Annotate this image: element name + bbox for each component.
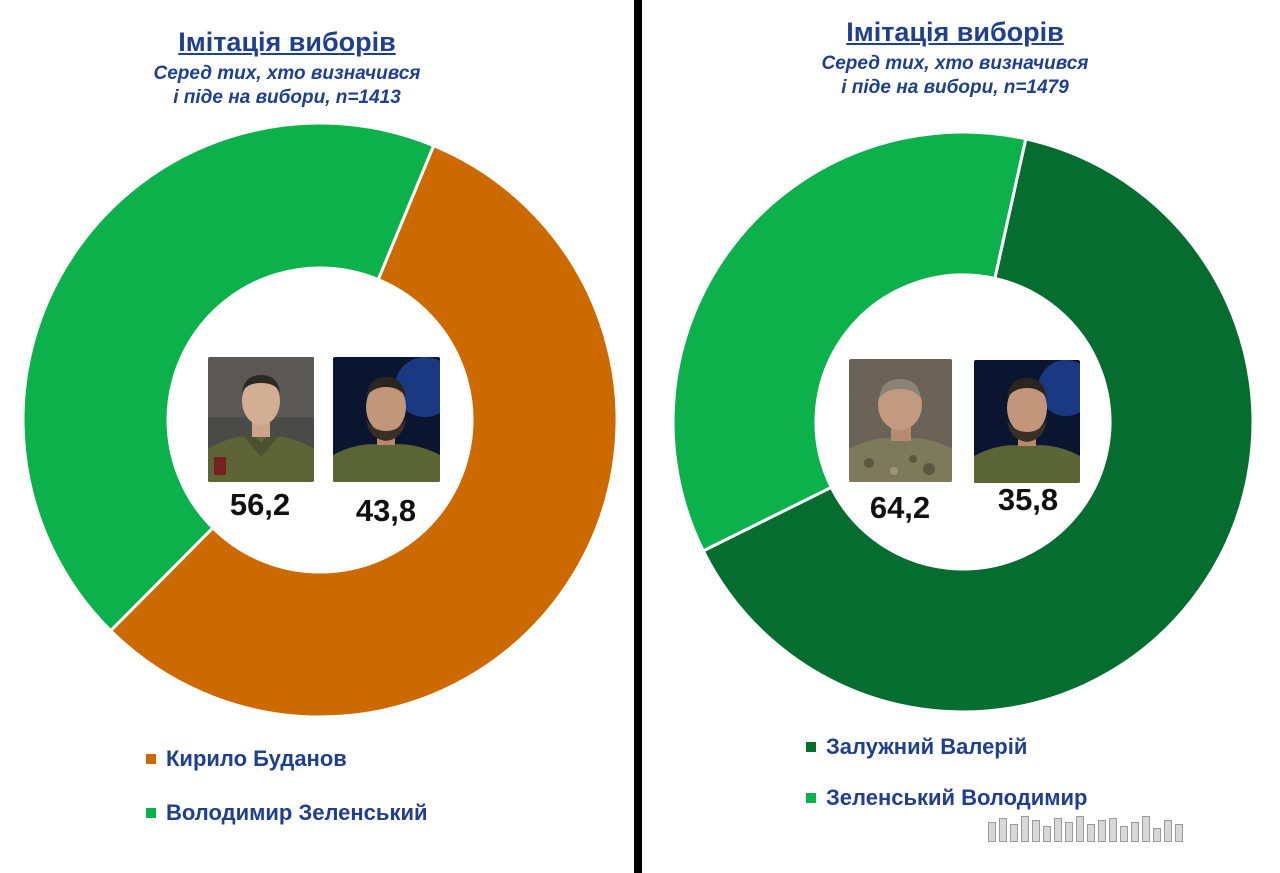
value-label-0: 64,2 — [869, 490, 931, 525]
legend-label: Залужний Валерій — [826, 734, 1028, 759]
legend-swatch — [146, 754, 156, 764]
value-label-0: 56,2 — [229, 487, 291, 522]
legend-item-0: Кирило Буданов — [146, 746, 347, 772]
panel-divider — [634, 0, 642, 873]
chart-panel-right: Імітація виборів Серед тих, хто визначив… — [642, 0, 1280, 873]
portrait-zaluzhnyi-photo — [849, 359, 952, 482]
chart-panel-left: Імітація виборів Серед тих, хто визначив… — [0, 0, 634, 873]
subtitle-line-2: і піде на вибори, n=1413 — [173, 87, 401, 108]
portrait-zelensky-photo — [974, 360, 1080, 483]
donut-slice-1 — [21, 121, 436, 633]
donut-slice-0 — [701, 137, 1255, 714]
portrait-zelensky-photo — [333, 357, 440, 482]
donut-chart — [21, 121, 619, 719]
chart-subtitle: Серед тих, хто визначився і піде на вибо… — [636, 52, 1274, 100]
chart-title: Імітація виборів — [178, 27, 396, 57]
donut-chart — [671, 130, 1255, 714]
value-label-1: 35,8 — [997, 482, 1059, 517]
legend-item-1: Володимир Зеленський — [146, 800, 428, 826]
portrait-budanov-photo — [208, 357, 314, 482]
subtitle-line-2: і піде на вибори, n=1479 — [841, 77, 1069, 98]
legend-label: Кирило Буданов — [166, 746, 347, 771]
subtitle-line-1: Серед тих, хто визначився — [821, 53, 1089, 74]
legend-label: Володимир Зеленський — [166, 800, 428, 825]
donut-slice-0 — [108, 143, 619, 719]
donut-slice-1 — [671, 130, 1028, 553]
legend-label: Зеленський Володимир — [826, 785, 1088, 810]
legend-swatch — [806, 742, 816, 752]
legend-swatch — [146, 808, 156, 818]
subtitle-line-1: Серед тих, хто визначився — [153, 63, 421, 84]
value-label-1: 43,8 — [355, 493, 417, 528]
legend-item-0: Залужний Валерій — [806, 734, 1027, 760]
watermark-barcode — [988, 816, 1183, 842]
chart-title: Імітація виборів — [846, 17, 1064, 47]
chart-subtitle: Серед тих, хто визначився і піде на вибо… — [0, 62, 604, 110]
legend-swatch — [806, 793, 816, 803]
legend-item-1: Зеленський Володимир — [806, 785, 1088, 811]
